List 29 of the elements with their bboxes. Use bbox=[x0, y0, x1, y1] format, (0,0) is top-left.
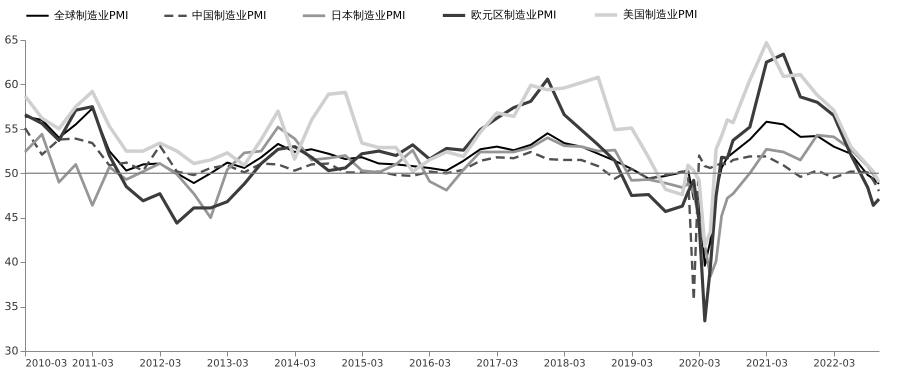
x-tick-label: 2021-03 bbox=[746, 358, 788, 370]
x-tick-label: 2019-03 bbox=[611, 358, 653, 370]
x-tick-label: 2017-03 bbox=[476, 358, 518, 370]
x-tick-label: 2012-03 bbox=[139, 358, 182, 370]
line-series bbox=[23, 52, 881, 322]
line-series bbox=[24, 107, 880, 267]
legend-label: 美国制造业PMI bbox=[623, 8, 698, 21]
legend-label: 全球制造业PMI bbox=[54, 8, 128, 22]
y-tick-label: 30 bbox=[4, 344, 18, 358]
y-tick-label: 40 bbox=[4, 256, 18, 269]
x-tick-label: 2013-03 bbox=[206, 358, 249, 370]
y-tick-label: 65 bbox=[4, 34, 18, 46]
y-tick-label: 60 bbox=[4, 78, 18, 91]
y-tick-label: 45 bbox=[4, 211, 18, 224]
legend-label: 中国制造业PMI bbox=[192, 8, 266, 22]
x-tick-label: 2015-03 bbox=[342, 358, 384, 370]
legend-label: 日本制造业PMI bbox=[331, 8, 406, 22]
line-series bbox=[23, 40, 881, 248]
x-tick-label: 2022-03 bbox=[813, 358, 856, 370]
y-tick-label: 35 bbox=[4, 300, 18, 314]
x-tick-label: 2018-03 bbox=[544, 358, 586, 370]
legend-label: 欧元区制造业PMI bbox=[471, 8, 556, 22]
y-tick-label: 55 bbox=[4, 122, 18, 136]
x-tick-label: 2016-03 bbox=[409, 358, 451, 370]
x-tick-label: 2010-03 bbox=[26, 358, 68, 370]
y-tick-label: 50 bbox=[4, 166, 18, 180]
x-tick-label: 2011-03 bbox=[72, 358, 114, 370]
x-tick-label: 2020-03 bbox=[678, 358, 720, 370]
x-tick-label: 2014-03 bbox=[274, 358, 316, 370]
